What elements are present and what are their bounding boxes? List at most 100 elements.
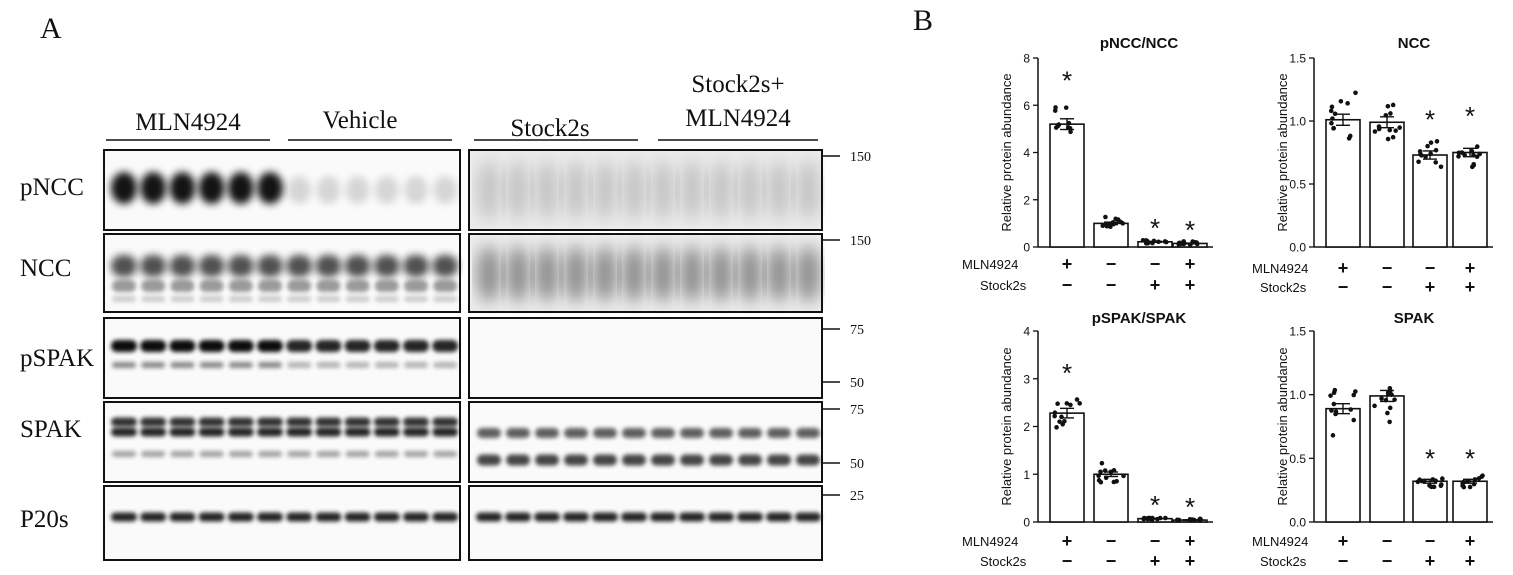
data-point bbox=[1387, 419, 1392, 425]
y-axis-label: Relative protein abundance bbox=[1275, 347, 1290, 505]
blot-band bbox=[345, 362, 370, 368]
blot-band bbox=[140, 427, 167, 437]
blot-band bbox=[316, 280, 341, 292]
data-point bbox=[1387, 405, 1393, 411]
blot-label: NCC bbox=[20, 255, 71, 282]
blot-band bbox=[344, 340, 371, 352]
blot-band bbox=[680, 246, 704, 302]
blot-band bbox=[679, 512, 705, 522]
blot-band bbox=[199, 362, 224, 368]
blot-label: pSPAK bbox=[20, 345, 94, 372]
data-point bbox=[1480, 473, 1485, 478]
blot-band bbox=[228, 280, 253, 292]
blot-band bbox=[257, 255, 283, 277]
data-point bbox=[1387, 127, 1393, 133]
blot-band bbox=[432, 340, 459, 352]
stock2s-mark: + bbox=[1185, 275, 1196, 295]
blot-band bbox=[403, 340, 429, 352]
blot-band bbox=[257, 417, 283, 427]
data-point bbox=[1333, 409, 1339, 414]
blot-band bbox=[111, 340, 137, 352]
blot-frame bbox=[468, 485, 823, 561]
panel-a-letter: A bbox=[40, 12, 62, 45]
y-tick-label: 1.5 bbox=[1289, 325, 1306, 339]
data-point bbox=[1372, 403, 1377, 409]
stock2s-mark: + bbox=[1150, 551, 1161, 571]
blot-band bbox=[374, 451, 399, 457]
data-point bbox=[1433, 160, 1439, 165]
data-point bbox=[1477, 151, 1483, 157]
blot-band bbox=[403, 512, 429, 522]
panel-b-letter: B bbox=[913, 4, 933, 37]
blot-band bbox=[198, 340, 225, 352]
data-point bbox=[1162, 239, 1168, 244]
data-point bbox=[1416, 159, 1421, 165]
data-point bbox=[1434, 139, 1440, 144]
blot-band bbox=[506, 454, 530, 466]
data-point bbox=[1440, 476, 1445, 481]
data-point bbox=[1388, 111, 1393, 116]
blot-band bbox=[680, 160, 704, 220]
blot-band bbox=[373, 512, 400, 522]
row-label-stock2s: Stock2s bbox=[980, 554, 1027, 569]
blot-label: P20s bbox=[20, 506, 69, 533]
data-point bbox=[1098, 479, 1104, 485]
data-point bbox=[1372, 129, 1378, 134]
stock2s-mark: − bbox=[1338, 551, 1349, 571]
blot-band bbox=[433, 362, 458, 368]
blot-band bbox=[622, 160, 646, 220]
y-axis-label: Relative protein abundance bbox=[1275, 73, 1290, 231]
blot-band bbox=[709, 454, 733, 466]
blot-band bbox=[169, 172, 196, 204]
stock2s-mark: + bbox=[1150, 275, 1161, 295]
blot-band bbox=[198, 417, 225, 427]
blot-band bbox=[433, 296, 458, 302]
mln4924-mark: + bbox=[1465, 531, 1476, 551]
bar-chart: SPAK Relative protein abundance 0.0 0.5 1.0 1… bbox=[1252, 310, 1493, 571]
mw-label: 50 bbox=[850, 376, 864, 391]
data-point bbox=[1175, 517, 1180, 523]
blot-membrane bbox=[104, 402, 460, 482]
significance-asterisk: * bbox=[1185, 492, 1195, 522]
row-label-mln4924: MLN4924 bbox=[962, 257, 1018, 272]
blot-band bbox=[738, 160, 762, 220]
blot-band bbox=[795, 512, 821, 522]
blot-band bbox=[170, 362, 195, 368]
data-point bbox=[1328, 393, 1333, 398]
blot-band bbox=[170, 280, 195, 292]
data-point bbox=[1113, 216, 1118, 222]
data-point bbox=[1121, 473, 1126, 479]
blot-membrane bbox=[104, 318, 460, 398]
blot-band bbox=[535, 428, 559, 438]
blot-band bbox=[287, 362, 312, 368]
data-point bbox=[1433, 147, 1439, 153]
blot-band bbox=[111, 427, 137, 437]
data-point bbox=[1056, 122, 1062, 127]
data-point bbox=[1385, 410, 1390, 416]
data-point bbox=[1068, 402, 1073, 408]
blot-band bbox=[796, 246, 820, 302]
blot-band bbox=[228, 362, 253, 368]
stock2s-mark: − bbox=[1106, 551, 1117, 571]
data-point bbox=[1461, 484, 1467, 490]
blot-band bbox=[199, 280, 224, 292]
stock2s-mark: + bbox=[1425, 277, 1436, 297]
data-point bbox=[1385, 136, 1391, 142]
blot-band bbox=[535, 454, 559, 466]
data-point bbox=[1052, 410, 1058, 416]
blot-band bbox=[316, 296, 341, 302]
y-tick-label: 2 bbox=[1023, 420, 1030, 434]
blot-band bbox=[709, 246, 733, 302]
blot-band bbox=[373, 417, 400, 427]
blot-band bbox=[286, 427, 313, 437]
blot-band bbox=[345, 280, 370, 292]
blot-band bbox=[228, 451, 253, 457]
blot-band bbox=[738, 428, 762, 438]
data-point bbox=[1331, 126, 1336, 131]
mln4924-mark: + bbox=[1338, 258, 1349, 278]
data-point bbox=[1351, 392, 1357, 398]
blot-band bbox=[257, 512, 283, 522]
chart-title: NCC bbox=[1398, 35, 1431, 52]
data-point bbox=[1054, 425, 1059, 430]
blot-band bbox=[593, 428, 617, 438]
